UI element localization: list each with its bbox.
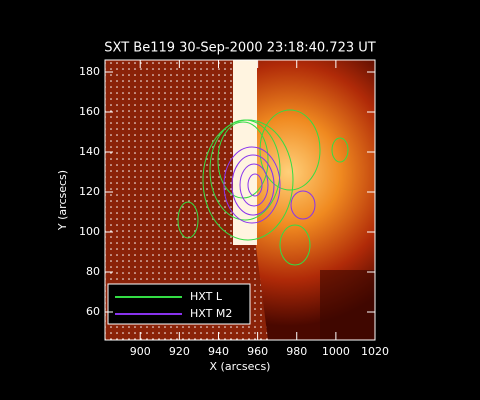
legend bbox=[107, 283, 251, 325]
x-tick-label: 1000 bbox=[322, 345, 350, 358]
contour bbox=[331, 137, 349, 163]
contours-hxt-m2 bbox=[223, 146, 316, 224]
legend-label: HXT M2 bbox=[190, 307, 232, 320]
contour bbox=[259, 109, 321, 191]
x-tick-label: 980 bbox=[286, 345, 307, 358]
x-axis-label: X (arcsecs) bbox=[210, 360, 271, 373]
y-tick-label: 180 bbox=[79, 65, 100, 78]
y-tick-label: 80 bbox=[86, 265, 100, 278]
contour bbox=[223, 146, 281, 224]
x-tick-label: 1020 bbox=[361, 345, 389, 358]
y-tick-label: 100 bbox=[79, 225, 100, 238]
x-tick-label: 940 bbox=[208, 345, 229, 358]
contour bbox=[209, 119, 281, 221]
image-dark-region bbox=[320, 270, 375, 340]
contour bbox=[247, 173, 263, 197]
chart-title: SXT Be119 30-Sep-2000 23:18:40.723 UT bbox=[104, 41, 375, 56]
y-tick-label: 140 bbox=[79, 145, 100, 158]
contour bbox=[177, 201, 199, 239]
contours-hxt-l bbox=[177, 109, 349, 266]
plot-frame bbox=[104, 59, 376, 341]
contour bbox=[279, 224, 311, 266]
y-tick-label: 120 bbox=[79, 185, 100, 198]
x-tick-label: 960 bbox=[247, 345, 268, 358]
y-axis-label: Y (arcsecs) bbox=[56, 170, 69, 231]
y-tick-label: 60 bbox=[86, 305, 100, 318]
x-tick-label: 920 bbox=[169, 345, 190, 358]
contour bbox=[290, 190, 316, 220]
contour bbox=[239, 163, 269, 207]
contour bbox=[231, 154, 275, 216]
legend-label: HXT L bbox=[190, 290, 223, 303]
x-tick-label: 900 bbox=[130, 345, 151, 358]
y-tick-label: 160 bbox=[79, 105, 100, 118]
